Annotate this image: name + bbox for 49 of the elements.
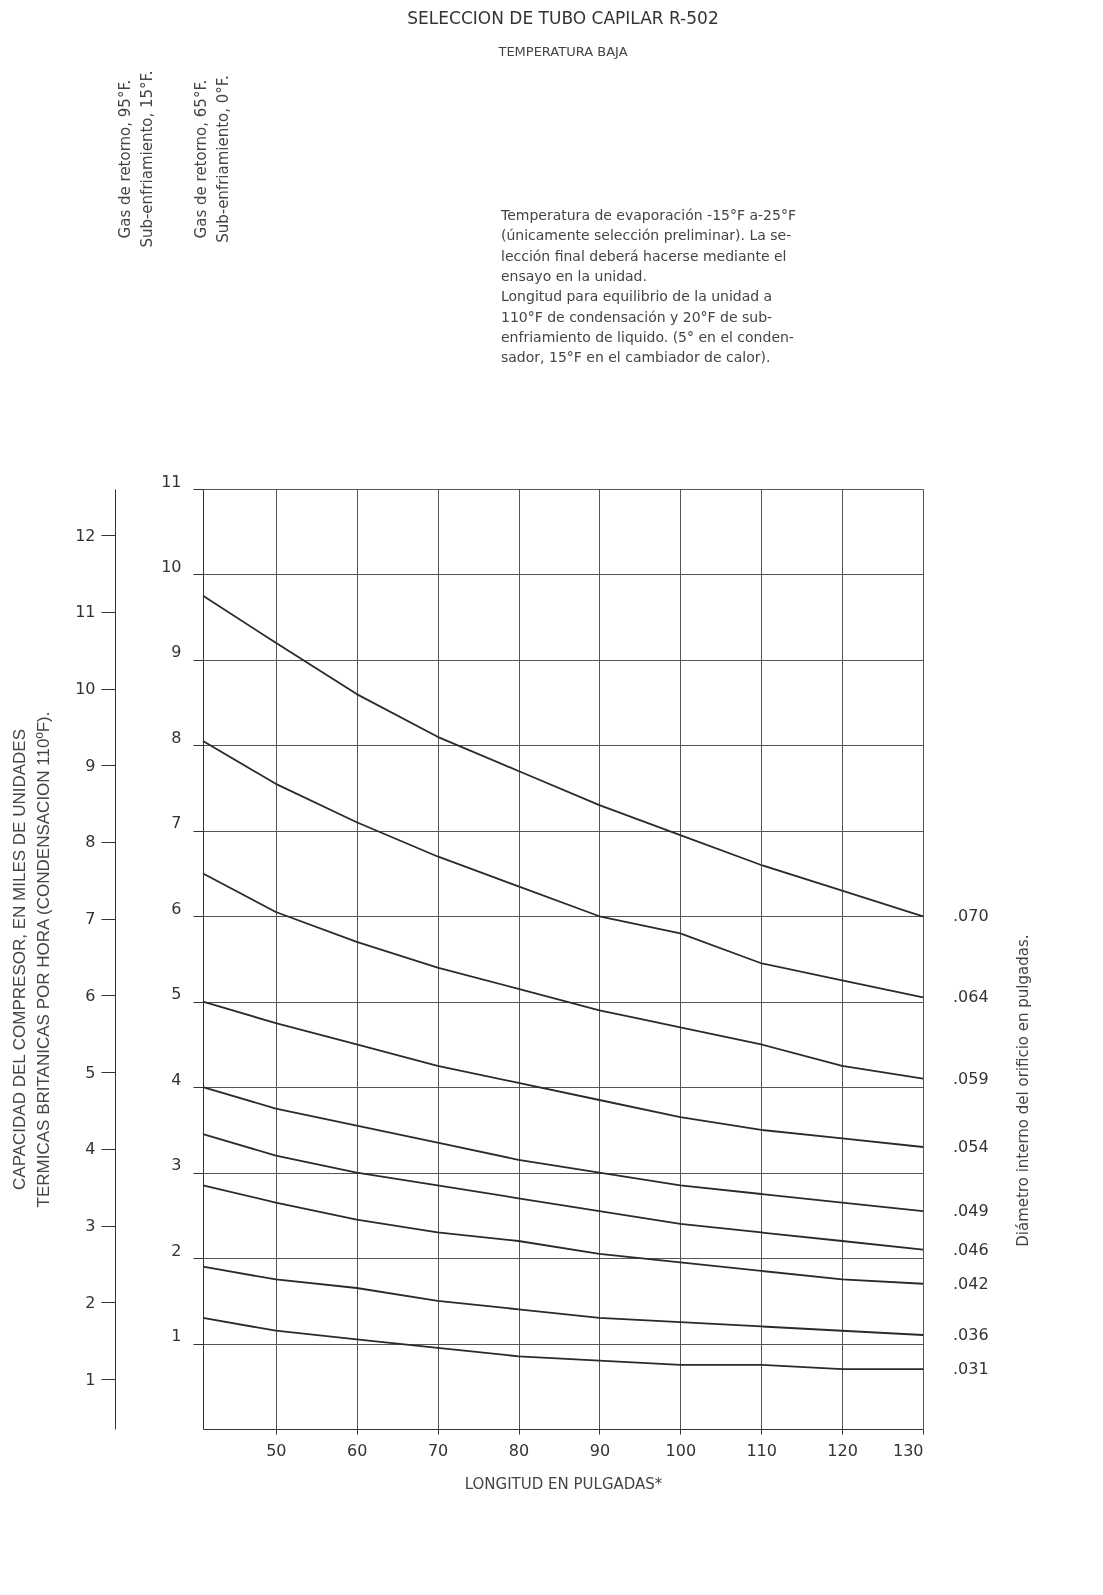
y2-tick-label: 10 (75, 679, 96, 699)
x-tick-label: 80 (508, 1440, 530, 1460)
y2-tick-label: 2 (85, 1292, 96, 1312)
x-tick-label: 70 (427, 1440, 449, 1460)
y-tick-label: 8 (171, 727, 182, 747)
y-tick-label: 10 (161, 556, 182, 576)
y-tick-label: 4 (171, 1069, 182, 1089)
x-tick-label: 110 (746, 1440, 777, 1460)
chart-title: SELECCION DE TUBO CAPILAR R-502 (407, 8, 719, 29)
series-label: .059 (953, 1068, 989, 1088)
y-tick-label: 3 (171, 1155, 182, 1175)
y2-tick-label: 4 (85, 1139, 96, 1159)
y2-tick-label: 7 (85, 909, 96, 929)
x-axis-title: LONGITUD EN PULGADAS* (464, 1474, 663, 1493)
series-label: .031 (953, 1359, 989, 1379)
series-label: .054 (953, 1137, 989, 1156)
series-label: .049 (953, 1201, 989, 1221)
series-label: .042 (953, 1273, 989, 1293)
y-tick-label: 2 (171, 1240, 182, 1260)
series-label: .070 (953, 906, 989, 926)
x-tick-label: 100 (665, 1440, 697, 1460)
x-tick-label: 130 (892, 1440, 924, 1460)
y2-tick-label: 9 (85, 755, 96, 775)
y2-tick-label: 12 (75, 525, 96, 545)
y-tick-label: 9 (171, 642, 182, 662)
text: Temperatura de evaporación -15°F a-25°F (únicamente selección preliminar). La se- lección final deberá hacerse mediante el ensayo en la unidad. Longitud para equilibrio de la unidad a 110°F de condensación y 20°F de sub- enfriamiento de liquido. (5° en el conden- sador, 15°F en el cambiador de calor). (500, 207, 796, 366)
y-tick-label: 1 (171, 1326, 182, 1346)
x-tick-label: 90 (589, 1440, 611, 1460)
y2-tick-label: 11 (75, 602, 96, 622)
y-tick-label: 6 (171, 898, 182, 918)
y-tick-label: 11 (161, 471, 182, 491)
y-tick-label: 5 (171, 984, 182, 1004)
text: Gas de retorno, 95°F. Sub-enfriamiento, 15°F. (116, 70, 156, 248)
series-label: .046 (953, 1239, 989, 1259)
x-tick-label: 50 (266, 1440, 287, 1460)
x-tick-label: 120 (827, 1440, 858, 1460)
y2-axis-title: CAPACIDAD DEL COMPRESOR, EN MILES DE UNIDADES TERMICAS BRITANICAS POR HORA (CONDENSACION 110ºF). (10, 711, 54, 1208)
y2-tick-label: 8 (85, 832, 96, 852)
text: Gas de retorno, 65°F. Sub-enfriamiento, 0°F. (192, 75, 232, 243)
x-tick-label: 60 (347, 1440, 368, 1460)
y2-tick-label: 1 (85, 1369, 96, 1389)
series-label: .064 (953, 987, 989, 1007)
y2-tick-label: 6 (85, 985, 96, 1005)
y-tick-label: 7 (171, 813, 182, 833)
chart-subtitle: TEMPERATURA BAJA (497, 44, 628, 60)
series-label: .036 (953, 1325, 989, 1344)
y2-tick-label: 3 (85, 1216, 96, 1236)
text: Diámetro interno del orificio en pulgadas. (1014, 934, 1032, 1247)
y2-tick-label: 5 (85, 1062, 96, 1082)
